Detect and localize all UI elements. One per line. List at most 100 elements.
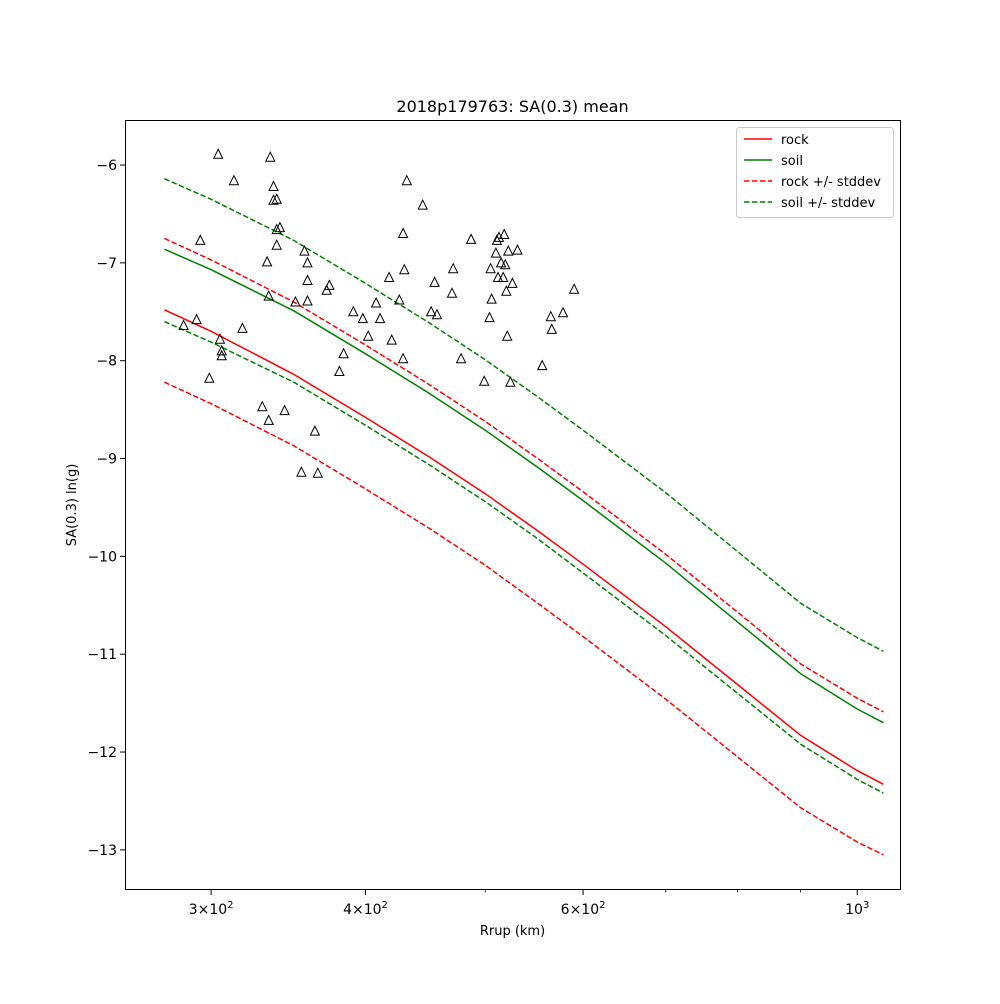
y-tick-label: −9 <box>96 452 117 468</box>
legend-label: soil +/- stddev <box>781 196 876 211</box>
observation-point <box>203 372 215 383</box>
observation-point <box>268 194 279 205</box>
observation-point <box>501 330 513 341</box>
observation-point <box>546 323 558 334</box>
observation-point <box>370 296 382 308</box>
observation-point <box>347 305 359 317</box>
observation-point <box>178 319 189 330</box>
observation-point <box>505 376 516 387</box>
observation-point <box>309 424 321 436</box>
observation-point <box>397 227 409 238</box>
observation-point <box>507 277 518 288</box>
observation-point <box>431 308 443 320</box>
series-line-rock-stddev-2 <box>164 237 884 713</box>
observation-point <box>299 244 310 256</box>
y-tick-label: −6 <box>96 158 117 174</box>
observation-point <box>271 239 283 250</box>
observation-point <box>486 292 497 304</box>
observation-point <box>268 180 279 191</box>
observation-point <box>512 243 523 255</box>
x-tick-label: 103 <box>845 900 869 918</box>
observation-point <box>545 310 557 322</box>
series-line-soil-stddev-5 <box>164 320 884 794</box>
observation-point <box>296 466 307 477</box>
observation-point <box>498 228 510 239</box>
observation-point <box>290 295 301 307</box>
observation-point <box>455 352 467 364</box>
legend-label: soil <box>781 154 803 169</box>
observation-point <box>271 193 283 204</box>
observation-point <box>499 258 511 270</box>
observation-point <box>212 148 224 159</box>
observation-point <box>228 174 240 186</box>
y-axis-label: SA(0.3) ln(g) <box>65 464 80 547</box>
observation-point <box>429 276 440 287</box>
observation-point <box>191 313 202 325</box>
observation-point <box>216 344 228 356</box>
observation-point <box>338 347 349 359</box>
legend: rock soil rock +/- stddev soil +/- stddev <box>736 127 894 218</box>
observation-point <box>491 234 503 245</box>
y-tick-label: −12 <box>87 745 117 761</box>
series-line-rock-stddev-3 <box>164 381 884 856</box>
observation-point <box>237 322 248 333</box>
observation-point <box>302 294 313 306</box>
y-tick-label: −8 <box>96 354 117 370</box>
observation-point <box>417 198 429 210</box>
observation-point <box>401 174 413 186</box>
observation-point <box>357 312 369 324</box>
observation-point <box>263 289 275 301</box>
observation-point <box>478 375 490 386</box>
observation-point <box>485 262 496 274</box>
observation-point <box>374 312 386 324</box>
observation-point <box>214 333 226 344</box>
observation-point <box>393 293 405 305</box>
observation-point <box>484 311 495 323</box>
series-line-soil-stddev-4 <box>164 178 884 652</box>
observation-point <box>397 352 409 364</box>
x-tick-label: 3×102 <box>189 900 234 918</box>
observation-point <box>425 305 437 317</box>
observation-point <box>324 279 335 290</box>
x-tick-label: 4×102 <box>343 900 388 918</box>
y-tick-label: −13 <box>87 843 117 859</box>
observation-point <box>497 271 509 282</box>
observation-point <box>302 256 313 268</box>
observation-point <box>536 359 548 371</box>
x-axis-label: Rrup (km) <box>480 924 545 939</box>
x-axis: 3×102 4×102 6×102 103 <box>189 889 869 918</box>
plot-frame <box>125 120 901 890</box>
plot-area <box>164 178 884 856</box>
observation-point <box>362 330 374 341</box>
x-tick-label: 6×102 <box>561 900 606 918</box>
observation-point <box>302 274 313 285</box>
y-axis: −6 −7 −8 −9 −10 −11 −12 −13 <box>87 158 126 859</box>
observation-point <box>465 233 477 244</box>
observation-point <box>274 221 286 233</box>
series-line-soil-1 <box>164 248 884 724</box>
observation-point <box>398 263 410 275</box>
y-tick-label: −11 <box>87 647 117 663</box>
observation-point <box>383 271 395 282</box>
observation-point <box>194 234 206 245</box>
observation-point <box>256 400 268 412</box>
observation-point <box>492 271 504 282</box>
observation-point <box>568 283 580 294</box>
observation-point <box>334 365 345 376</box>
observation-point <box>279 404 290 416</box>
legend-label: rock <box>781 133 809 148</box>
observation-point <box>500 285 512 296</box>
observation-point <box>386 333 398 345</box>
observation-point <box>493 231 505 242</box>
y-tick-label: −10 <box>87 549 117 565</box>
observation-point <box>271 223 283 235</box>
observation-point <box>495 256 507 268</box>
observation-point <box>264 151 276 162</box>
observation-point <box>263 414 275 425</box>
observation-point <box>447 262 459 274</box>
observation-point <box>557 306 569 318</box>
chart-title: 2018p179763: SA(0.3) mean <box>396 97 628 116</box>
observation-point <box>312 467 324 478</box>
